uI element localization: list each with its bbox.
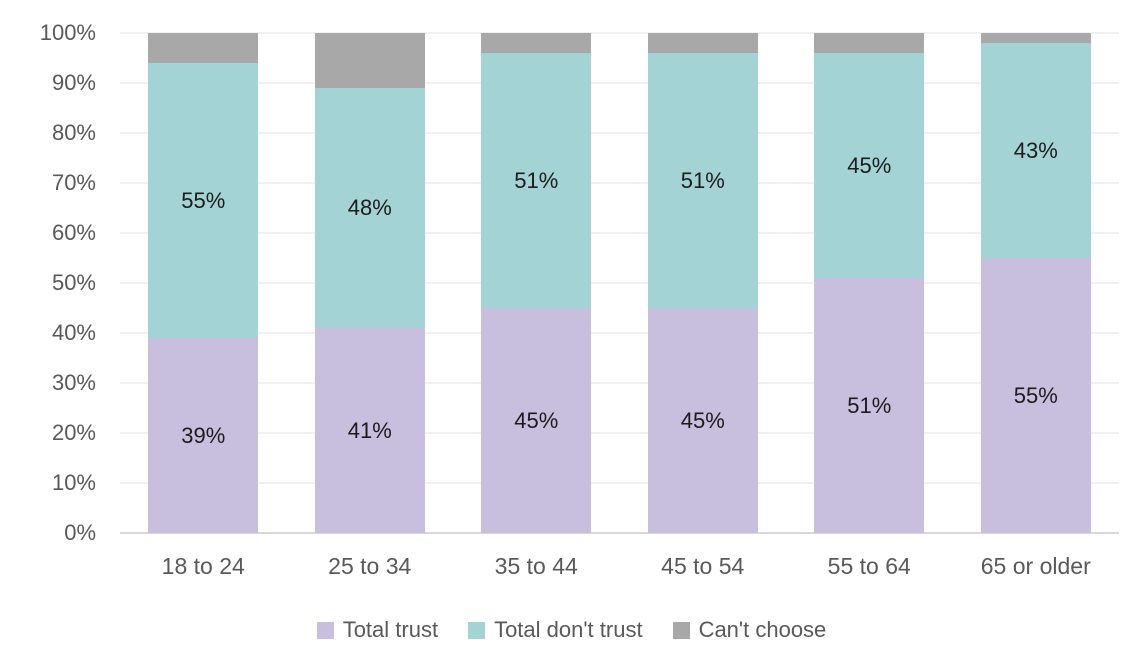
bar-slot-18-to-24: 55% 39%: [120, 33, 287, 533]
legend-label-total-trust: Total trust: [342, 617, 439, 642]
segment-can-t-choose-25-to-34: [314, 33, 425, 88]
legend-swatch-total-trust: [316, 621, 334, 639]
gridline-30: [120, 382, 1119, 384]
segment-can-t-choose-18-to-24: [148, 33, 259, 63]
gridline-10: [120, 482, 1119, 484]
segment-total-trust-45-to-54: 45%: [647, 308, 758, 533]
data-label-total-trust-65-or-older: 55%: [1013, 382, 1058, 408]
bar-18-to-24: 55% 39%: [148, 33, 259, 533]
segment-total-don-t-trust-45-to-54: 51%: [647, 53, 758, 308]
data-label-total-don-t-trust-18-to-24: 55%: [181, 187, 226, 213]
bar-slot-65-or-older: 43% 55%: [953, 33, 1120, 533]
segment-can-t-choose-45-to-54: [647, 33, 758, 53]
data-label-total-don-t-trust-65-or-older: 43%: [1013, 137, 1058, 163]
segment-total-don-t-trust-65-or-older: 43%: [980, 43, 1091, 258]
x-axis-label-18-to-24: 18 to 24: [161, 553, 245, 579]
y-tick-label-30: 30%: [51, 370, 96, 395]
gridline-100: [120, 32, 1119, 34]
x-axis-label-25-to-34: 25 to 34: [328, 553, 412, 579]
y-tick-label-50: 50%: [51, 270, 96, 295]
legend-item-can-t-choose: Can't choose: [672, 617, 827, 643]
segment-total-don-t-trust-35-to-44: 51%: [481, 53, 592, 308]
segment-total-trust-55-to-64: 51%: [814, 278, 925, 533]
bar-slot-25-to-34: 48% 41%: [287, 33, 454, 533]
data-label-total-trust-35-to-44: 45%: [514, 407, 559, 433]
y-tick-label-100: 100%: [39, 20, 96, 45]
segment-total-trust-65-or-older: 55%: [980, 258, 1091, 533]
y-tick-label-10: 10%: [51, 470, 96, 495]
y-tick-label-60: 60%: [51, 220, 96, 245]
gridline-50: [120, 282, 1119, 284]
bar-slot-35-to-44: 51% 45%: [453, 33, 620, 533]
legend-swatch-can-t-choose: [672, 621, 690, 639]
legend: Total trust Total don't trust Can't choose: [0, 617, 1143, 643]
gridline-40: [120, 332, 1119, 334]
x-axis-label-35-to-44: 35 to 44: [494, 553, 578, 579]
x-axis-label-55-to-64: 55 to 64: [827, 553, 911, 579]
legend-label-total-don-t-trust: Total don't trust: [494, 617, 643, 642]
gridline-80: [120, 132, 1119, 134]
bar-slot-55-to-64: 45% 51%: [786, 33, 953, 533]
data-label-total-trust-55-to-64: 51%: [847, 392, 892, 418]
bar-65-or-older: 43% 55%: [980, 33, 1091, 533]
y-axis: 0% 10% 20% 30% 40% 50% 60% 70% 80% 90% 100%: [0, 20, 96, 545]
legend-swatch-total-don-t-trust: [468, 621, 486, 639]
bar-slot-45-to-54: 51% 45%: [620, 33, 787, 533]
bar-45-to-54: 51% 45%: [647, 33, 758, 533]
data-label-total-don-t-trust-55-to-64: 45%: [847, 152, 892, 178]
y-tick-label-80: 80%: [51, 120, 96, 145]
segment-total-trust-35-to-44: 45%: [481, 308, 592, 533]
segment-total-don-t-trust-25-to-34: 48%: [314, 88, 425, 328]
segment-can-t-choose-65-or-older: [980, 33, 1091, 43]
legend-item-total-trust: Total trust: [316, 617, 439, 643]
bar-55-to-64: 45% 51%: [814, 33, 925, 533]
legend-label-can-t-choose: Can't choose: [698, 617, 827, 642]
x-axis: 18 to 24 25 to 34 35 to 44 45 to 54 55 to 64…: [120, 553, 1119, 580]
segment-total-don-t-trust-18-to-24: 55%: [148, 63, 259, 338]
plot-area: 55% 39% 48% 41% 51% 45% 51% 45% 45% 51% 43% 55%: [120, 32, 1119, 534]
x-axis-label-65-or-older: 65 or older: [980, 553, 1091, 579]
gridline-20: [120, 432, 1119, 434]
data-label-total-trust-18-to-24: 39%: [181, 422, 226, 448]
gridline-90: [120, 82, 1119, 84]
bars-layer: 55% 39% 48% 41% 51% 45% 51% 45% 45% 51% 43% 55%: [120, 33, 1119, 533]
data-label-total-don-t-trust-35-to-44: 51%: [514, 167, 559, 193]
y-tick-label-40: 40%: [51, 320, 96, 345]
data-label-total-trust-25-to-34: 41%: [347, 417, 392, 443]
gridline-60: [120, 232, 1119, 234]
y-tick-label-70: 70%: [51, 170, 96, 195]
segment-can-t-choose-35-to-44: [481, 33, 592, 53]
y-tick-label-0: 0%: [64, 520, 96, 545]
y-tick-label-20: 20%: [51, 420, 96, 445]
segment-total-trust-25-to-34: 41%: [314, 328, 425, 533]
segment-can-t-choose-55-to-64: [814, 33, 925, 53]
bar-25-to-34: 48% 41%: [314, 33, 425, 533]
x-axis-baseline: [120, 532, 1119, 534]
y-tick-label-90: 90%: [51, 70, 96, 95]
gridline-70: [120, 182, 1119, 184]
segment-total-don-t-trust-55-to-64: 45%: [814, 53, 925, 278]
segment-total-trust-18-to-24: 39%: [148, 338, 259, 533]
x-axis-label-45-to-54: 45 to 54: [661, 553, 745, 579]
data-label-total-don-t-trust-45-to-54: 51%: [680, 167, 725, 193]
bar-35-to-44: 51% 45%: [481, 33, 592, 533]
data-label-total-don-t-trust-25-to-34: 48%: [347, 195, 392, 220]
legend-item-total-don-t-trust: Total don't trust: [468, 617, 643, 643]
data-label-total-trust-45-to-54: 45%: [680, 407, 725, 433]
